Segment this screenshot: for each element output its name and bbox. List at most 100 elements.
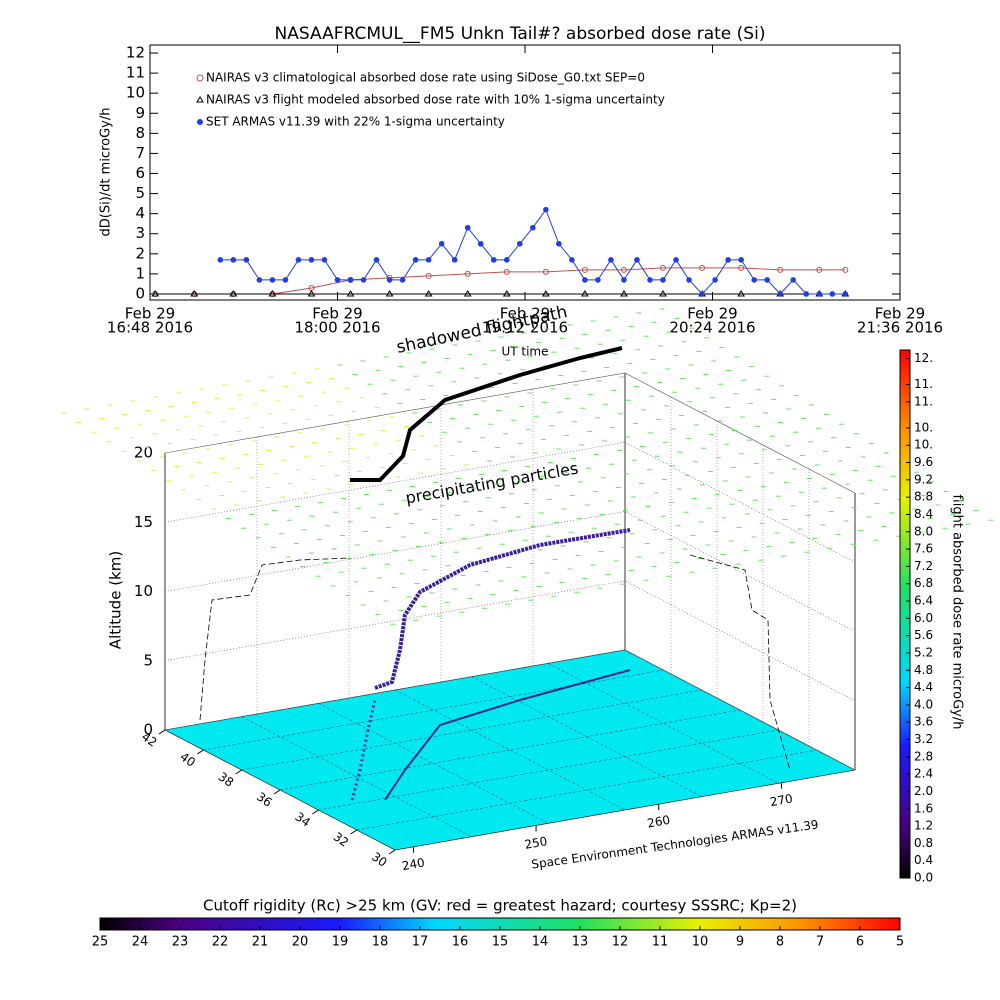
colorbar-tick-label: 9.2	[914, 472, 933, 486]
data-point	[738, 257, 744, 263]
annotation: precipitating particles	[404, 458, 580, 507]
data-point	[542, 268, 549, 275]
data-point	[751, 277, 757, 283]
data-point	[463, 290, 472, 297]
y-tick-label: 12	[126, 44, 145, 62]
data-point	[556, 240, 562, 247]
y-tick-label: 4	[135, 204, 145, 222]
z-tick-label: 5	[143, 651, 153, 669]
data-point	[842, 266, 849, 273]
data-point	[816, 291, 823, 297]
data-point	[438, 240, 445, 247]
data-point	[425, 257, 432, 263]
legend-label: SET ARMAS v11.39 with 22% 1-sigma uncert…	[206, 115, 505, 129]
rigidity-bar-label: Cutoff rigidity (Rc) >25 km (GV: red = g…	[203, 897, 797, 915]
colorbar-tick-label: 0.8	[914, 836, 933, 850]
data-point	[621, 277, 627, 283]
data-point	[842, 291, 849, 297]
data-point	[582, 277, 588, 283]
colorbar-tick-label: 5.6	[914, 628, 933, 642]
colorbar-tick-label: 11.	[914, 394, 933, 408]
data-point	[620, 290, 628, 297]
y-axis-label: dD(Si)/dt microGy/h	[99, 108, 114, 237]
data-point	[595, 277, 601, 283]
data-point	[490, 257, 497, 263]
map-floor	[164, 649, 856, 851]
data-point	[503, 268, 510, 275]
data-point	[399, 277, 406, 283]
rigidity-tick-label: 24	[132, 935, 149, 950]
data-point	[360, 277, 367, 283]
lat-tick	[388, 849, 396, 855]
curtain	[199, 557, 351, 721]
data-point	[829, 291, 836, 297]
colorbar-tick-label: 8.8	[914, 490, 933, 504]
grid-line	[164, 580, 856, 702]
rigidity-tick-label: 8	[776, 935, 784, 950]
lat-tick-label: 32	[331, 829, 352, 849]
colorbar-tick-label: 8.0	[914, 524, 933, 538]
x-tick-label: Feb 29	[125, 305, 175, 323]
data-point	[581, 266, 588, 273]
rigidity-tick-label: 22	[212, 935, 229, 950]
lat-tick	[235, 769, 242, 775]
series-line	[220, 208, 846, 295]
rigidity-tick-label: 17	[412, 935, 429, 950]
data-point	[151, 290, 160, 297]
data-point	[282, 277, 289, 283]
data-point	[190, 290, 199, 297]
data-point	[424, 290, 433, 297]
lat-tick-label: 36	[254, 789, 275, 809]
data-point	[816, 266, 823, 273]
map-line	[548, 663, 779, 784]
colorbar-tick-label: 1.6	[914, 801, 933, 815]
lon-tick-label: 260	[646, 813, 671, 831]
map-line	[279, 709, 741, 791]
colorbar-tick-label: 2.8	[914, 749, 933, 763]
data-point	[412, 257, 419, 263]
y-tick-label: 6	[135, 164, 145, 182]
lat-tick-label: 30	[369, 849, 390, 869]
data-point	[581, 290, 589, 297]
lat-tick	[312, 809, 319, 815]
rigidity-tick-label: 19	[332, 935, 349, 950]
data-point	[777, 266, 784, 273]
colorbar-tick-label: 3.2	[914, 732, 933, 746]
data-point	[790, 277, 797, 283]
z-tick-label: 0	[143, 721, 153, 739]
data-point	[295, 257, 302, 263]
data-point	[256, 277, 263, 283]
data-point	[737, 290, 746, 297]
rigidity-tick-label: 11	[652, 935, 669, 950]
colorbar-tick-label: 1.2	[914, 819, 933, 833]
data-point	[229, 290, 238, 297]
legend-marker	[196, 74, 204, 82]
y-tick-label: 8	[135, 124, 145, 142]
data-point	[477, 240, 484, 247]
colorbar-tick-label: 5.2	[914, 645, 933, 659]
map-line	[203, 669, 664, 751]
data-point	[451, 257, 458, 263]
x-tick-label: 21:36 2016	[857, 319, 943, 337]
data-point	[307, 290, 316, 297]
colorbar-tick-label: 10.	[914, 438, 933, 452]
z-tick-label: 10	[134, 582, 153, 600]
map-line	[356, 749, 817, 831]
data-point	[712, 277, 718, 283]
colorbar-tick-label: 7.2	[914, 559, 933, 573]
lat-tick-label: 40	[177, 749, 198, 769]
legend-marker	[196, 96, 204, 103]
map-line	[394, 689, 626, 811]
map-line	[318, 729, 779, 811]
data-point	[334, 277, 341, 283]
legend-label: NAIRAS v3 flight modeled absorbed dose r…	[206, 93, 665, 107]
y-tick-label: 7	[135, 144, 145, 162]
grid-line	[164, 511, 856, 632]
data-point	[269, 277, 276, 283]
z-axis-label: Altitude (km)	[107, 551, 125, 649]
colorbar-tick-label: 4.4	[914, 680, 933, 694]
data-point	[620, 266, 627, 273]
x-tick-label: 18:00 2016	[294, 319, 380, 337]
